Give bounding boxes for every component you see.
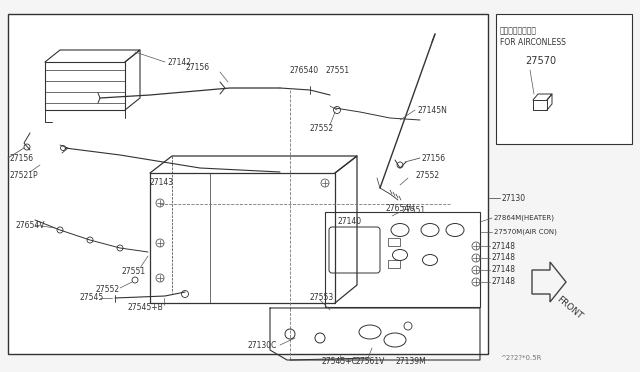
Text: 27545: 27545	[80, 294, 104, 302]
Text: FOR AIRCONLESS: FOR AIRCONLESS	[500, 38, 566, 47]
Text: 27148: 27148	[492, 278, 516, 286]
Text: 27570: 27570	[525, 56, 556, 66]
Text: エアコン無し仕様: エアコン無し仕様	[500, 26, 537, 35]
Text: 27156: 27156	[422, 154, 446, 163]
Bar	[388, 238, 400, 246]
Bar	[496, 14, 632, 144]
Text: 27570M(AIR CON): 27570M(AIR CON)	[494, 229, 557, 235]
Text: 27654V: 27654V	[15, 221, 45, 230]
Text: 27148: 27148	[492, 266, 516, 275]
Text: 27551: 27551	[122, 267, 146, 276]
Text: 27654U: 27654U	[385, 203, 415, 212]
Text: 27552: 27552	[415, 170, 439, 180]
Text: 27864M(HEATER): 27864M(HEATER)	[494, 215, 555, 221]
Text: FRONT: FRONT	[555, 295, 584, 321]
Text: 27156: 27156	[10, 154, 34, 163]
Bar	[8, 14, 488, 354]
Text: 27551: 27551	[402, 205, 426, 215]
Text: 27145N: 27145N	[418, 106, 448, 115]
Text: 27545+B: 27545+B	[128, 304, 164, 312]
Text: 27148: 27148	[492, 253, 516, 263]
Text: 27156: 27156	[185, 62, 209, 71]
Text: 27561V: 27561V	[356, 357, 385, 366]
Text: 276540: 276540	[290, 65, 319, 74]
Bar	[325, 212, 480, 307]
Text: 27130C: 27130C	[248, 341, 277, 350]
Text: 27521P: 27521P	[10, 170, 38, 180]
Bar	[388, 260, 400, 268]
Text: 27143: 27143	[150, 177, 174, 186]
Text: ^2?2?*0.5R: ^2?2?*0.5R	[500, 355, 541, 361]
Text: 27552: 27552	[310, 124, 334, 132]
Text: 27140: 27140	[338, 217, 362, 225]
Text: 27553: 27553	[310, 294, 334, 302]
Text: 27551: 27551	[325, 65, 349, 74]
Text: 27142: 27142	[167, 58, 191, 67]
Text: 27545+C: 27545+C	[322, 357, 358, 366]
Text: 27130: 27130	[502, 193, 526, 202]
Text: 27139M: 27139M	[395, 357, 426, 366]
Text: 27552: 27552	[95, 285, 119, 295]
Text: 27148: 27148	[492, 241, 516, 250]
